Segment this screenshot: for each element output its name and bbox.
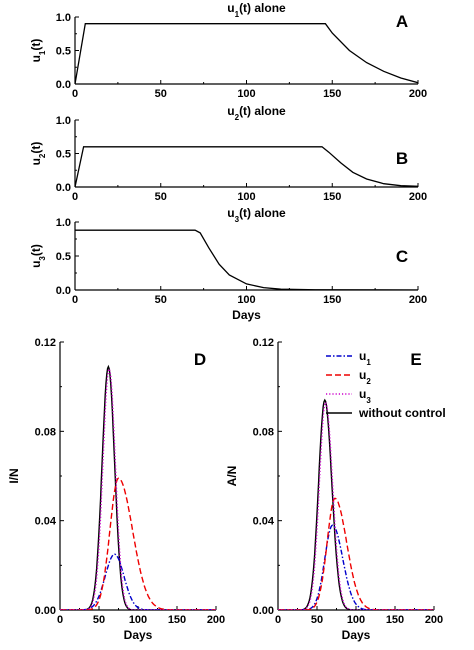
panel-letter: A: [396, 12, 408, 31]
x-tick-label: 150: [386, 614, 404, 626]
y-axis-label: I/N: [7, 468, 21, 483]
x-tick-label: 50: [155, 294, 167, 306]
panel-letter: C: [396, 247, 408, 266]
series-line-3: [278, 497, 434, 610]
x-tick-label: 50: [311, 614, 323, 626]
x-tick-label: 200: [425, 614, 443, 626]
panel-title: u1(t) alone: [227, 1, 286, 19]
x-tick-label: 150: [323, 191, 341, 203]
panel-b: 0 50 100 150 200 0.0 0.5 1.0 u2(t) alone Bu2(t): [29, 104, 427, 203]
legend-label: u3: [359, 387, 371, 405]
x-tick-label: 150: [323, 294, 341, 306]
panel-letter: E: [410, 350, 421, 369]
series-line-1: [60, 364, 216, 610]
y-tick-label: 0.04: [35, 516, 57, 528]
x-tick-label: 50: [93, 614, 105, 626]
series-line-3: [60, 477, 216, 610]
series-line-4: [278, 400, 434, 610]
series-line-1: [278, 398, 434, 610]
panel-letter: B: [396, 149, 408, 168]
x-tick-label: 0: [72, 191, 78, 203]
y-tick-label: 1.0: [56, 12, 71, 24]
panel-e: 0 50 100 150 200 0.00 0.04 0.08 0.12 E A/N Days u1u2…: [225, 337, 446, 642]
y-tick-label: 1.0: [56, 217, 71, 229]
x-tick-label: 0: [72, 88, 78, 100]
x-axis-label: Days: [342, 628, 371, 642]
x-tick-label: 200: [409, 294, 427, 306]
x-tick-label: 0: [57, 614, 63, 626]
panel-title: u2(t) alone: [227, 104, 286, 122]
y-tick-label: 0.0: [56, 285, 71, 297]
y-axis-label: u3(t): [29, 244, 47, 268]
y-axis-label: u2(t): [29, 142, 47, 166]
y-tick-label: 0.04: [253, 516, 275, 528]
x-axis-label: Days: [124, 628, 153, 642]
x-tick-label: 0: [275, 614, 281, 626]
y-tick-label: 0.12: [253, 337, 274, 349]
y-tick-label: 0.0: [56, 79, 71, 91]
x-tick-label: 50: [155, 191, 167, 203]
series-line-2: [60, 553, 216, 610]
y-tick-label: 0.08: [253, 426, 274, 438]
x-tick-label: 150: [168, 614, 186, 626]
x-tick-label: 150: [323, 88, 341, 100]
x-tick-label: 100: [237, 191, 255, 203]
y-tick-label: 0.00: [253, 605, 274, 617]
series-line-1: [75, 229, 418, 290]
series-line-2: [278, 524, 434, 610]
x-tick-label: 200: [409, 88, 427, 100]
y-tick-label: 0.0: [56, 182, 71, 194]
series-line-1: [75, 146, 418, 187]
y-axis-label: A/N: [225, 466, 239, 487]
x-tick-label: 100: [237, 294, 255, 306]
legend-label: without control: [358, 406, 446, 420]
panel-letter: D: [194, 350, 206, 369]
y-tick-label: 0.00: [35, 605, 56, 617]
legend-label: u1: [359, 349, 371, 367]
x-tick-label: 200: [409, 191, 427, 203]
series-line-1: [75, 23, 418, 84]
x-tick-label: 100: [347, 614, 365, 626]
panel-c: 0 50 100 150 200 0.0 0.5 1.0 u3(t) alone Cu3(t) Da…: [29, 206, 427, 322]
x-tick-label: 100: [237, 88, 255, 100]
y-tick-label: 0.08: [35, 426, 56, 438]
y-axis-label: u1(t): [29, 39, 47, 63]
y-tick-label: 0.12: [35, 337, 56, 349]
panel-title: u3(t) alone: [227, 206, 286, 224]
panel-d: 0 50 100 150 200 0.00 0.04 0.08 0.12 D I/N Days: [7, 337, 225, 642]
y-tick-label: 1.0: [56, 115, 71, 127]
series-line-4: [60, 366, 216, 610]
y-tick-label: 0.5: [56, 46, 71, 58]
x-tick-label: 50: [155, 88, 167, 100]
x-tick-label: 100: [129, 614, 147, 626]
y-tick-label: 0.5: [56, 251, 71, 263]
x-axis-label: Days: [232, 308, 261, 322]
x-tick-label: 200: [207, 614, 225, 626]
panel-a: 0 50 100 150 200 0.0 0.5 1.0 u1(t) alone Au1(t): [29, 1, 427, 100]
x-tick-label: 0: [72, 294, 78, 306]
legend-label: u2: [359, 368, 371, 386]
y-tick-label: 0.5: [56, 149, 71, 161]
